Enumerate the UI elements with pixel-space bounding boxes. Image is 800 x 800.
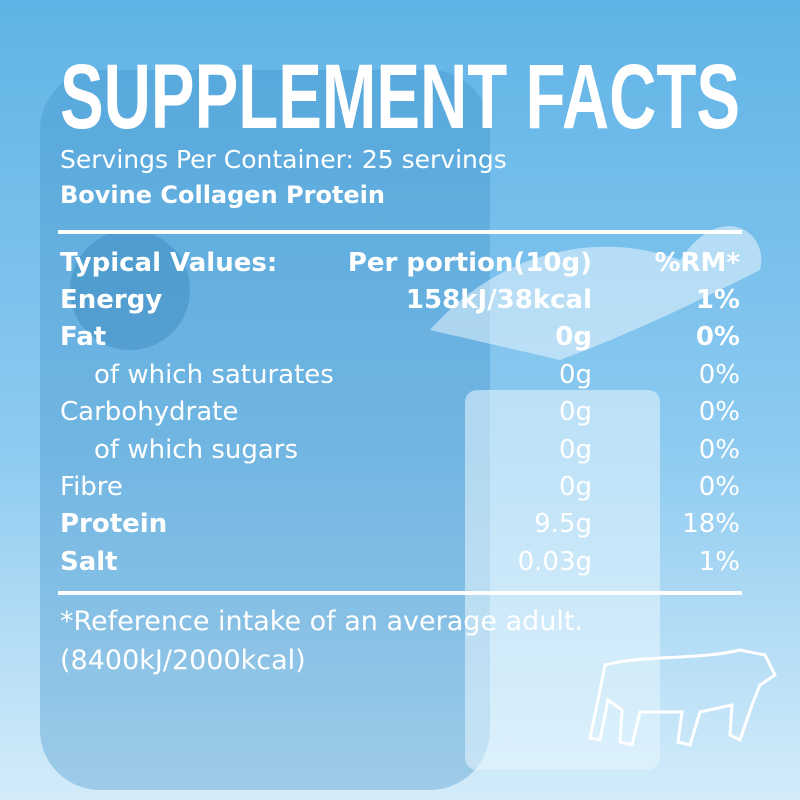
cell: 0g (558, 435, 592, 465)
column-header: Typical Values: (60, 248, 278, 278)
cell: 0% (698, 397, 740, 427)
cell: 1% (695, 285, 740, 315)
milk-splash (430, 226, 762, 360)
cell: 0.03g (517, 547, 592, 577)
cell: 0% (698, 435, 740, 465)
column-header: %RM* (654, 248, 740, 278)
cell: 0% (698, 472, 740, 502)
cell: 0g (558, 397, 592, 427)
column-header: Per portion(10g) (347, 248, 592, 278)
cell: Carbohydrate (60, 397, 239, 427)
product-name: Bovine Collagen Protein (60, 181, 385, 209)
cow-outline (588, 648, 777, 747)
cell: of which saturates (94, 360, 334, 390)
milk-glass (465, 390, 660, 770)
cell: 0% (698, 360, 740, 390)
product-logo (70, 230, 190, 350)
table-row: of which saturates 0g 0% (60, 360, 740, 396)
footnote: *Reference intake of an average adult. (60, 606, 584, 637)
table-row: Fat 0g 0% (60, 322, 740, 358)
cell: Fat (60, 322, 107, 352)
table-row: of which sugars 0g 0% (60, 435, 740, 471)
product-tub (40, 70, 490, 790)
cell: Fibre (60, 472, 123, 502)
cell: 1% (698, 547, 740, 577)
cell: Protein (60, 509, 168, 539)
table-row: Salt 0.03g 1% (60, 547, 740, 583)
cell: Energy (60, 285, 163, 315)
cell: 9.5g (534, 509, 592, 539)
table-row: Fibre 0g 0% (60, 472, 740, 508)
title: SUPPLEMENT FACTS (60, 46, 740, 148)
table-row: Carbohydrate 0g 0% (60, 397, 740, 433)
cell: 158kJ/38kcal (405, 285, 592, 315)
rule (58, 591, 742, 595)
cell: 0g (555, 322, 592, 352)
table-row: Energy 158kJ/38kcal 1% (60, 285, 740, 321)
cell: 0g (558, 472, 592, 502)
cell: 18% (682, 509, 740, 539)
rule (58, 230, 742, 234)
cell: Salt (60, 547, 118, 577)
table-header: Typical Values: Per portion(10g) %RM* (60, 248, 740, 284)
table-row: Protein 9.5g 18% (60, 509, 740, 545)
servings: Servings Per Container: 25 servings (60, 145, 507, 174)
footnote: (8400kJ/2000kcal) (60, 645, 306, 676)
cell: of which sugars (94, 435, 299, 465)
cell: 0% (695, 322, 740, 352)
cell: 0g (558, 360, 592, 390)
